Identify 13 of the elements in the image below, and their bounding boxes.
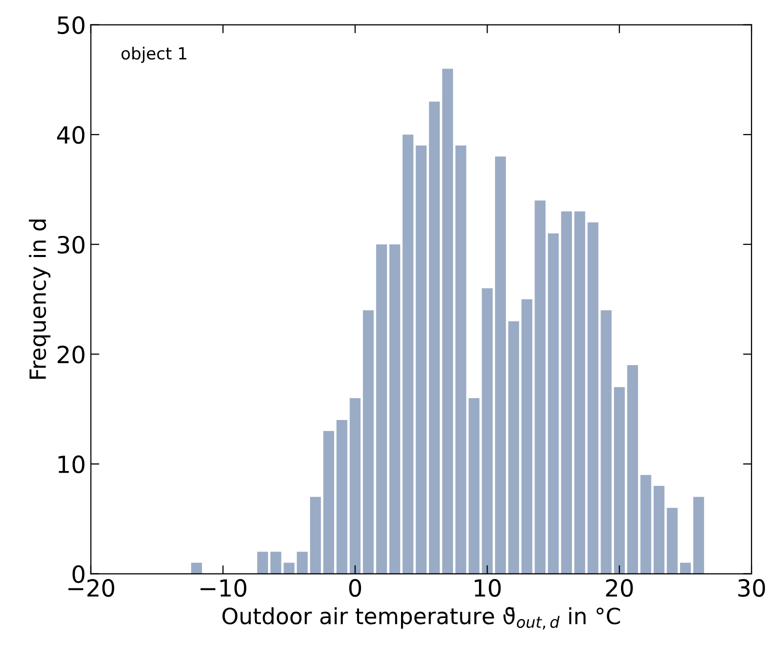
x-tick-label: 0 bbox=[349, 579, 362, 597]
y-tick-label: 10 bbox=[58, 455, 84, 474]
x-tick-label: 20 bbox=[606, 579, 633, 597]
y-tick-label: 30 bbox=[58, 236, 84, 254]
x-axis-title: Outdoor air temperature ϑ̄$_{out,d}$ in °C bbox=[222, 607, 620, 630]
x-tick-label: 30 bbox=[738, 579, 765, 597]
y-tick-label: 50 bbox=[58, 16, 84, 34]
y-axis-title: Frequency in d bbox=[28, 220, 50, 379]
annotation: object 1 bbox=[122, 46, 186, 63]
x-tick-label: 10 bbox=[474, 579, 501, 597]
x-tick-label: −10 bbox=[200, 579, 246, 597]
y-tick-label: 40 bbox=[57, 126, 84, 144]
y-tick-label: 20 bbox=[58, 346, 84, 364]
